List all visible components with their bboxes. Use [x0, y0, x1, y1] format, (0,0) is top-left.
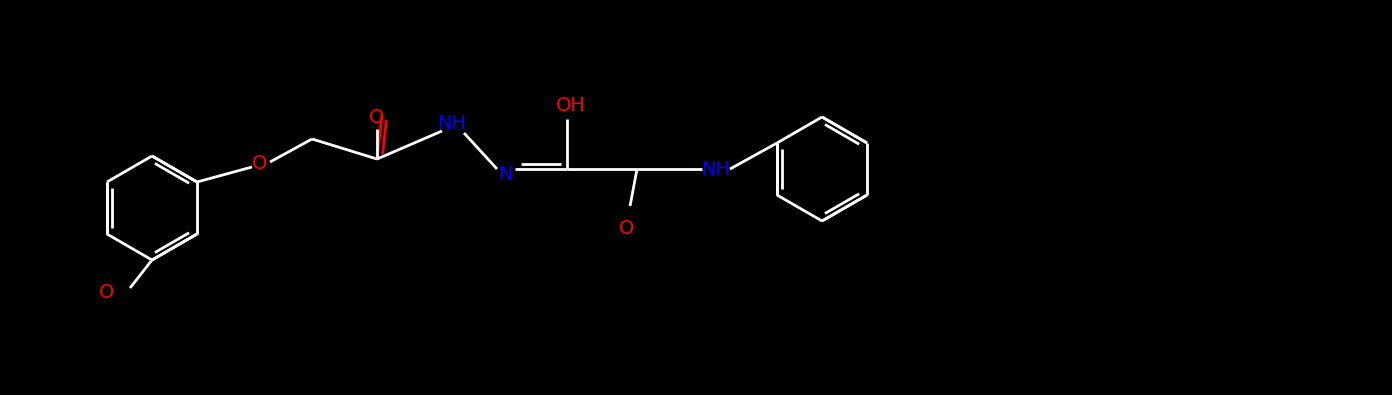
- Text: NH: NH: [702, 160, 731, 179]
- Text: N: N: [498, 164, 512, 184]
- Text: NH: NH: [437, 113, 466, 132]
- Text: O: O: [252, 154, 267, 173]
- Text: O: O: [369, 107, 384, 126]
- Text: O: O: [99, 282, 114, 301]
- Text: OH: OH: [555, 96, 586, 115]
- Text: O: O: [619, 218, 635, 237]
